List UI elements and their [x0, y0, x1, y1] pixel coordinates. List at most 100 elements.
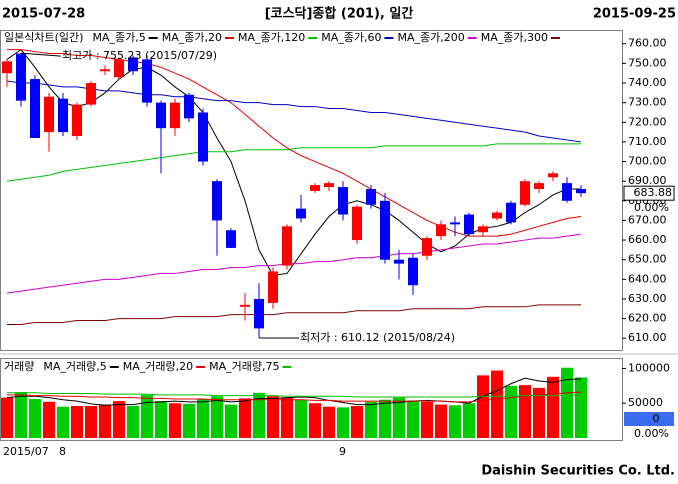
volume-bar — [141, 394, 153, 438]
volume-bar — [211, 396, 223, 438]
candle-body — [198, 112, 208, 162]
legend-label: 일본식차트(일간) — [4, 30, 83, 44]
moving-average-line — [7, 392, 581, 398]
legend-label: MA_종가,200 — [397, 31, 464, 44]
candle-body — [170, 102, 180, 129]
volume-bar — [505, 385, 517, 438]
candle-body — [548, 173, 558, 178]
candle-body — [534, 183, 544, 190]
candle-body — [422, 238, 432, 256]
legend-label: MA_거래량,75 — [209, 360, 279, 373]
volume-bar — [393, 397, 405, 438]
legend-label: MA_종가,300 — [481, 31, 548, 44]
volume-bar — [295, 399, 307, 438]
candle-body — [184, 94, 194, 119]
y-tick-label: 750.00 — [628, 56, 667, 69]
y-tick-label: 720.00 — [628, 115, 667, 128]
y-tick-label: 610.00 — [628, 331, 667, 344]
moving-average-line — [7, 49, 582, 237]
candle-body — [338, 187, 348, 215]
candle-body — [506, 202, 516, 223]
candle-body — [394, 259, 404, 264]
candle-body — [128, 57, 138, 72]
candle-body — [2, 61, 12, 74]
candle-body — [100, 69, 110, 72]
volume-bar — [365, 401, 377, 438]
legend-label: MA_종가,5 — [92, 31, 145, 44]
volume-bar — [519, 385, 531, 438]
volume-bar — [71, 406, 83, 438]
candle-body — [520, 181, 530, 205]
last-price: 683.88 — [634, 186, 673, 199]
annotation: 최고가 : 755.23 (2015/07/29) — [62, 49, 217, 62]
volume-panel — [0, 358, 623, 441]
y-tick-label: 700.00 — [628, 155, 667, 168]
y-tick-label: 710.00 — [628, 135, 667, 148]
candle-body — [310, 185, 320, 191]
y-tick-label: 660.00 — [628, 233, 667, 246]
candle-body — [156, 102, 166, 129]
candle-body — [450, 222, 460, 225]
candle-body — [212, 181, 222, 221]
legend-label: MA_종가,20 — [162, 31, 222, 44]
candle-body — [478, 226, 488, 233]
volume-bar — [435, 404, 447, 438]
start-date: 2015-07-28 — [2, 7, 85, 22]
volume-bar — [533, 387, 545, 438]
moving-average-line — [6, 80, 582, 143]
volume-bar — [547, 376, 559, 438]
volume-bar — [449, 405, 461, 438]
candle-body — [436, 224, 446, 237]
volume-bar — [309, 403, 321, 438]
price-panel — [0, 30, 623, 351]
volume-bar — [57, 406, 69, 438]
volume-bar — [407, 400, 419, 438]
volume-bar — [99, 404, 111, 438]
candle-body — [254, 298, 264, 329]
candle-body — [324, 183, 334, 188]
candle-body — [492, 212, 502, 219]
volume-bar — [491, 370, 503, 438]
volume-bar — [127, 406, 139, 438]
volume-bar — [169, 403, 181, 438]
candle-body — [562, 183, 572, 201]
volume-bar — [351, 406, 363, 438]
x-tick-label: 2015/07 — [3, 445, 49, 458]
volume-bar — [155, 401, 167, 438]
annotation: 최저가 : 610.12 (2015/08/24) — [300, 331, 455, 344]
y-tick-label: 650.00 — [628, 253, 667, 266]
y-tick-label: 640.00 — [628, 272, 667, 285]
candle-body — [114, 59, 124, 78]
y-tick-label: 730.00 — [628, 96, 667, 109]
x-tick-label: 9 — [339, 445, 346, 458]
moving-average-line — [7, 304, 581, 325]
volume-bar — [43, 401, 55, 438]
volume-bar — [477, 375, 489, 438]
x-tick-label: 8 — [59, 445, 66, 458]
volume-bar — [561, 367, 573, 438]
volume-bar — [575, 377, 587, 438]
volume-bar — [197, 399, 209, 438]
y-tick-label: 100000 — [628, 361, 670, 374]
volume-bar — [253, 392, 265, 438]
legend-label: 거래량 — [4, 360, 34, 373]
candle-body — [268, 271, 278, 303]
footer: Daishin Securities Co. Ltd. — [481, 464, 675, 479]
candle-body — [240, 304, 250, 307]
candle-body — [352, 206, 362, 241]
volume-bar — [323, 406, 335, 438]
y-tick-label: 670.00 — [628, 213, 667, 226]
candle-body — [380, 200, 390, 260]
candle-body — [58, 98, 68, 133]
y-tick-label: 50000 — [628, 396, 663, 409]
volume-bar — [1, 397, 13, 438]
candle-body — [30, 79, 40, 138]
legend-label: MA_종가,120 — [238, 31, 305, 44]
volume-bar — [239, 398, 251, 438]
candle-body — [86, 83, 96, 105]
last-volume-box — [624, 412, 674, 426]
y-tick-label: 690.00 — [628, 174, 667, 187]
y-tick-label: 740.00 — [628, 76, 667, 89]
